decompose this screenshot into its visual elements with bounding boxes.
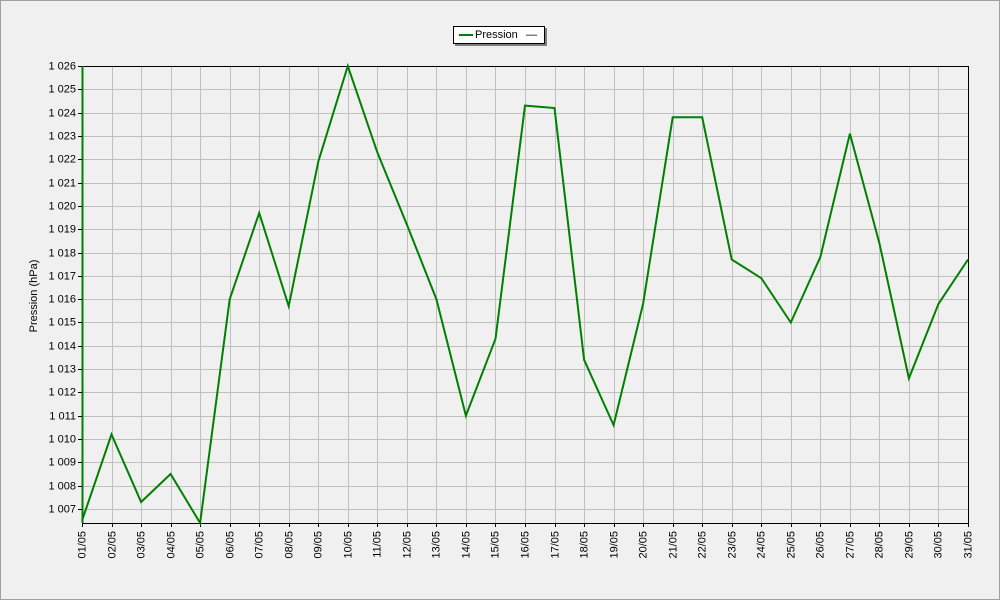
x-tick-label: 09/05 [312, 531, 324, 559]
series [81, 62, 969, 526]
x-tick-label: 29/05 [903, 531, 915, 559]
y-tick-label: 1 015 [48, 316, 76, 328]
x-tick-label: 05/05 [194, 531, 206, 559]
x-tick-label: 08/05 [283, 531, 295, 559]
y-tick-label: 1 020 [48, 200, 76, 212]
x-tick-label: 17/05 [549, 531, 561, 559]
x-tick-label: 15/05 [489, 531, 501, 559]
x-tick-label: 20/05 [637, 531, 649, 559]
x-tick-label: 03/05 [135, 531, 147, 559]
y-tick-label: 1 007 [48, 503, 76, 515]
x-tick-label: 11/05 [371, 531, 383, 558]
y-tick-label: 1 011 [49, 410, 76, 422]
y-axis-ticks: 1 007 1 008 1 009 1 010 1 011 1 012 1 013 1 014… [48, 60, 82, 515]
x-tick-label: 12/05 [401, 531, 413, 559]
x-tick-label: 06/05 [224, 531, 236, 559]
y-tick-label: 1 008 [48, 480, 76, 492]
legend-swatch [459, 34, 473, 36]
x-tick-label: 21/05 [667, 531, 679, 559]
x-tick-label: 24/05 [755, 531, 767, 559]
x-tick-label: 27/05 [844, 531, 856, 559]
x-tick-label: 18/05 [578, 531, 590, 559]
y-tick-label: 1 025 [48, 83, 76, 95]
y-tick-label: 1 013 [48, 363, 76, 375]
y-tick-label: 1 022 [48, 153, 76, 165]
x-tick-label: 30/05 [932, 531, 944, 559]
x-tick-label: 25/05 [785, 531, 797, 559]
series-line-pression [81, 62, 969, 526]
x-tick-label: 10/05 [342, 531, 354, 559]
y-axis-label: Pression (hPa) [28, 259, 40, 333]
grid [82, 66, 969, 523]
x-tick-label: 19/05 [608, 531, 620, 559]
x-tick-label: 01/05 [76, 531, 88, 559]
y-tick-label: 1 024 [48, 107, 76, 119]
y-tick-label: 1 018 [48, 247, 76, 259]
x-tick-label: 28/05 [873, 531, 885, 559]
x-tick-label: 02/05 [106, 531, 118, 559]
y-tick-label: 1 016 [48, 293, 76, 305]
x-tick-label: 23/05 [726, 531, 738, 559]
y-tick-label: 1 023 [48, 130, 76, 142]
y-tick-label: 1 021 [48, 177, 76, 189]
x-tick-label: 14/05 [460, 531, 472, 559]
y-tick-label: 1 012 [48, 386, 76, 398]
x-tick-label: 13/05 [430, 531, 442, 559]
y-tick-label: 1 009 [48, 456, 76, 468]
x-tick-label: 31/05 [962, 531, 974, 559]
legend-dash: — [526, 29, 537, 41]
legend[interactable]: Pression — [453, 26, 545, 44]
x-axis-ticks: 01/05 02/05 03/05 04/05 05/05 06/05 07/05 08/05… [76, 523, 974, 559]
x-tick-label: 07/05 [253, 531, 265, 559]
x-tick-label: 16/05 [519, 531, 531, 559]
y-tick-label: 1 017 [48, 270, 76, 282]
y-tick-label: 1 026 [48, 60, 76, 72]
legend-series-label: Pression [475, 29, 518, 41]
y-tick-label: 1 014 [48, 340, 76, 352]
x-tick-label: 22/05 [696, 531, 708, 559]
x-tick-label: 26/05 [814, 531, 826, 559]
y-tick-label: 1 010 [48, 433, 76, 445]
y-tick-label: 1 019 [48, 223, 76, 235]
x-tick-label: 04/05 [165, 531, 177, 559]
